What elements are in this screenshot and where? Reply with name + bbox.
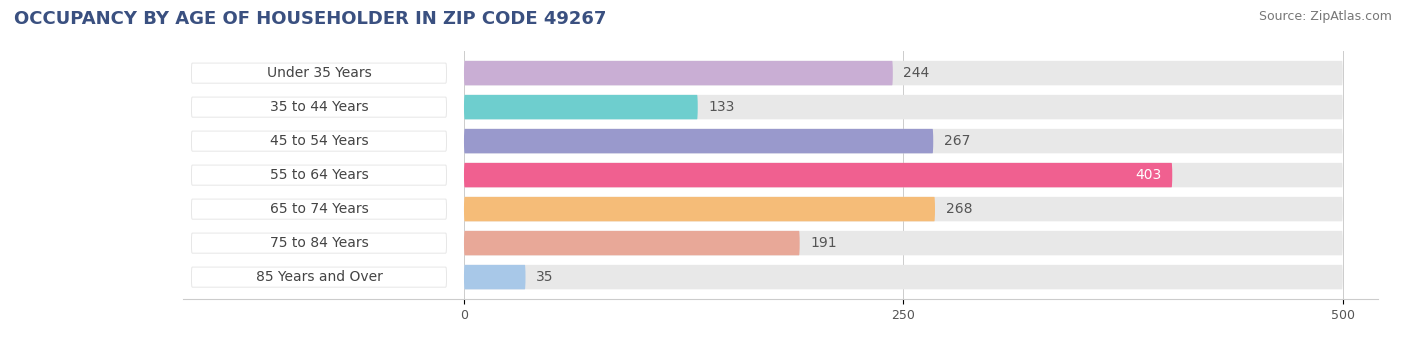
Text: 268: 268 [945, 202, 972, 216]
FancyBboxPatch shape [191, 199, 447, 219]
FancyBboxPatch shape [191, 131, 447, 151]
Text: 244: 244 [904, 66, 929, 80]
FancyBboxPatch shape [191, 267, 447, 287]
FancyBboxPatch shape [464, 95, 1343, 119]
Text: 133: 133 [709, 100, 735, 114]
FancyBboxPatch shape [464, 61, 1343, 85]
Text: 65 to 74 Years: 65 to 74 Years [270, 202, 368, 216]
Text: 55 to 64 Years: 55 to 64 Years [270, 168, 368, 182]
FancyBboxPatch shape [191, 97, 447, 117]
Text: OCCUPANCY BY AGE OF HOUSEHOLDER IN ZIP CODE 49267: OCCUPANCY BY AGE OF HOUSEHOLDER IN ZIP C… [14, 10, 606, 28]
Text: Under 35 Years: Under 35 Years [267, 66, 371, 80]
Text: Source: ZipAtlas.com: Source: ZipAtlas.com [1258, 10, 1392, 23]
FancyBboxPatch shape [464, 95, 697, 119]
Text: 35: 35 [536, 270, 554, 284]
FancyBboxPatch shape [191, 165, 447, 185]
FancyBboxPatch shape [464, 197, 935, 221]
FancyBboxPatch shape [464, 265, 526, 289]
Text: 403: 403 [1136, 168, 1161, 182]
FancyBboxPatch shape [464, 129, 1343, 153]
FancyBboxPatch shape [464, 163, 1173, 187]
Text: 35 to 44 Years: 35 to 44 Years [270, 100, 368, 114]
Text: 45 to 54 Years: 45 to 54 Years [270, 134, 368, 148]
FancyBboxPatch shape [191, 63, 447, 83]
FancyBboxPatch shape [464, 129, 934, 153]
FancyBboxPatch shape [464, 265, 1343, 289]
Text: 191: 191 [810, 236, 837, 250]
Text: 267: 267 [943, 134, 970, 148]
FancyBboxPatch shape [464, 231, 800, 255]
FancyBboxPatch shape [464, 197, 1343, 221]
FancyBboxPatch shape [464, 231, 1343, 255]
FancyBboxPatch shape [191, 233, 447, 253]
FancyBboxPatch shape [464, 61, 893, 85]
Text: 75 to 84 Years: 75 to 84 Years [270, 236, 368, 250]
FancyBboxPatch shape [464, 163, 1343, 187]
Text: 85 Years and Over: 85 Years and Over [256, 270, 382, 284]
